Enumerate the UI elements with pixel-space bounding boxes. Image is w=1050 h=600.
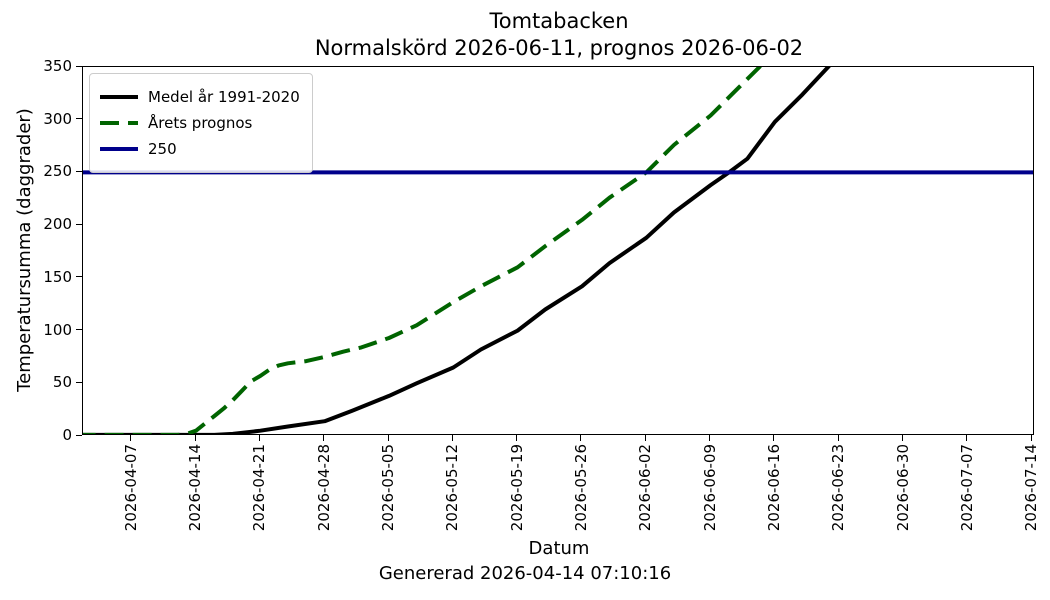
legend-label: 250: [148, 140, 177, 158]
y-tick-label: 50: [52, 373, 72, 392]
y-tick-label: 250: [43, 162, 72, 181]
y-axis-label: Temperatursumma (daggrader): [14, 108, 35, 392]
x-tick-label: 2026-07-07: [957, 444, 976, 532]
y-tick-mark: [76, 434, 82, 436]
y-tick-mark: [76, 223, 82, 225]
y-tick-label: 0: [62, 426, 72, 444]
x-tick-label: 2026-05-05: [379, 444, 397, 532]
x-tick-mark: [323, 435, 325, 441]
legend-sample-2: [100, 147, 138, 151]
x-tick-label: 2026-06-09: [700, 444, 719, 532]
x-tick-mark: [516, 435, 518, 441]
y-tick-label: 150: [43, 267, 72, 286]
x-tick-label: 2026-06-30: [893, 444, 912, 532]
x-tick-label: 2026-06-23: [829, 444, 848, 532]
x-tick-mark: [387, 435, 389, 441]
x-tick-label: 2026-05-12: [443, 444, 462, 532]
y-tick-mark: [76, 329, 82, 331]
x-tick-mark: [194, 435, 196, 441]
y-tick-mark: [76, 170, 82, 172]
y-tick-label: 350: [43, 57, 72, 75]
series-line-1: [83, 67, 763, 434]
y-tick-mark: [76, 381, 82, 383]
y-tick-mark: [76, 65, 82, 67]
x-tick-mark: [644, 435, 646, 441]
x-tick-mark: [258, 435, 260, 441]
x-tick-label: 2026-04-21: [250, 444, 269, 532]
x-tick-label: 2026-04-28: [314, 444, 333, 532]
x-tick-mark: [130, 435, 132, 441]
legend-label: Årets prognos: [148, 114, 253, 132]
generated-timestamp: Genererad 2026-04-14 07:10:16: [378, 563, 672, 584]
x-tick-mark: [1030, 435, 1032, 441]
x-tick-label: 2026-04-14: [186, 444, 205, 532]
legend-label: Medel år 1991-2020: [148, 88, 300, 106]
x-tick-label: 2026-06-16: [764, 444, 783, 532]
legend-item: 250: [100, 137, 300, 161]
y-tick-label: 200: [43, 215, 72, 234]
x-tick-mark: [966, 435, 968, 441]
x-tick-label: 2026-05-19: [507, 444, 526, 532]
legend: Medel år 1991-2020 Årets prognos 250: [89, 73, 313, 173]
x-tick-label: 2026-06-02: [636, 444, 655, 532]
x-tick-mark: [580, 435, 582, 441]
x-tick-label: 2026-07-14: [1022, 444, 1041, 532]
x-tick-mark: [773, 435, 775, 441]
x-tick-label: 2026-04-07: [121, 444, 140, 532]
y-tick-label: 100: [43, 320, 72, 339]
legend-item: Årets prognos: [100, 111, 300, 135]
y-tick-label: 300: [43, 109, 72, 128]
chart-subtitle: Normalskörd 2026-06-11, prognos 2026-06-…: [314, 36, 804, 60]
chart-title: Tomtabacken: [489, 9, 629, 33]
x-tick-label: 2026-05-26: [571, 444, 590, 532]
x-tick-mark: [902, 435, 904, 441]
legend-item: Medel år 1991-2020: [100, 85, 300, 109]
y-tick-mark: [76, 276, 82, 278]
legend-sample-0: [100, 95, 138, 99]
series-line-0: [83, 67, 831, 434]
x-axis-label: Datum: [528, 538, 590, 559]
x-tick-mark: [837, 435, 839, 441]
y-tick-mark: [76, 118, 82, 120]
x-tick-mark: [451, 435, 453, 441]
chart-title-block: Tomtabacken Normalskörd 2026-06-11, prog…: [83, 8, 1035, 62]
legend-sample-1: [100, 121, 138, 125]
x-tick-mark: [709, 435, 711, 441]
